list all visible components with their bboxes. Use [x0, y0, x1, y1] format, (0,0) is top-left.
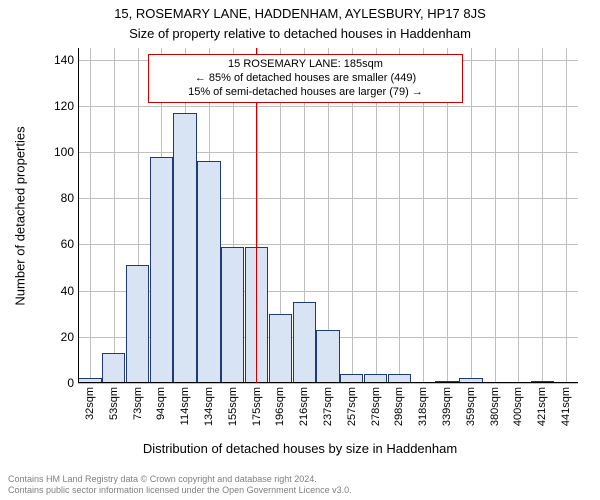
histogram-bar [173, 113, 196, 383]
x-tick: 380sqm [489, 387, 501, 426]
x-tick: 114sqm [179, 387, 191, 425]
attribution-footer: Contains HM Land Registry data © Crown c… [8, 474, 352, 497]
x-tick: 257sqm [346, 387, 358, 426]
x-tick: 134sqm [203, 387, 215, 426]
histogram-bar [126, 265, 149, 383]
x-tick: 359sqm [465, 387, 477, 426]
histogram-bar [221, 247, 244, 383]
y-tick: 0 [2, 376, 74, 390]
x-tick: 339sqm [441, 387, 453, 426]
y-tick: 120 [2, 99, 74, 113]
x-tick: 421sqm [536, 387, 548, 426]
gridline-v [566, 48, 567, 383]
gridline-v [90, 48, 91, 383]
x-tick: 318sqm [417, 387, 429, 426]
y-axis-line [78, 48, 79, 383]
footer-line-2: Contains public sector information licen… [8, 485, 352, 496]
x-axis-label: Distribution of detached houses by size … [0, 441, 600, 456]
callout-line: ← 85% of detached houses are smaller (44… [155, 72, 456, 86]
y-tick: 140 [2, 53, 74, 67]
x-tick: 278sqm [370, 387, 382, 426]
gridline-v [518, 48, 519, 383]
chart-subtitle: Size of property relative to detached ho… [0, 26, 600, 41]
x-tick: 175sqm [251, 387, 263, 426]
histogram-bar [293, 302, 316, 383]
y-axis-label: Number of detached properties [13, 126, 28, 305]
x-tick: 155sqm [227, 387, 239, 426]
x-tick: 400sqm [512, 387, 524, 426]
x-tick: 32sqm [84, 387, 96, 420]
x-tick: 73sqm [132, 387, 144, 420]
x-tick: 94sqm [155, 387, 167, 420]
gridline-v [114, 48, 115, 383]
x-tick: 237sqm [322, 387, 334, 426]
histogram-bar [102, 353, 125, 383]
histogram-bar [269, 314, 292, 383]
x-tick: 196sqm [274, 387, 286, 426]
y-tick: 20 [2, 330, 74, 344]
x-tick: 298sqm [393, 387, 405, 426]
chart-plot-area: 15 ROSEMARY LANE: 185sqm← 85% of detache… [78, 48, 578, 383]
property-callout: 15 ROSEMARY LANE: 185sqm← 85% of detache… [148, 54, 463, 103]
x-tick: 441sqm [560, 387, 572, 426]
gridline-v [471, 48, 472, 383]
gridline-v [542, 48, 543, 383]
address-title: 15, ROSEMARY LANE, HADDENHAM, AYLESBURY,… [0, 6, 600, 21]
histogram-bar [197, 161, 220, 383]
callout-line: 15 ROSEMARY LANE: 185sqm [155, 58, 456, 72]
gridline-v [495, 48, 496, 383]
x-tick: 53sqm [108, 387, 120, 420]
callout-line: 15% of semi-detached houses are larger (… [155, 86, 456, 100]
histogram-bar [150, 157, 173, 383]
histogram-bar [316, 330, 339, 383]
x-tick: 216sqm [298, 387, 310, 426]
x-tick-labels: 32sqm 53sqm 73sqm 94sqm 114sqm 134sqm 155sqm 17… [78, 383, 578, 443]
footer-line-1: Contains HM Land Registry data © Crown c… [8, 474, 352, 485]
